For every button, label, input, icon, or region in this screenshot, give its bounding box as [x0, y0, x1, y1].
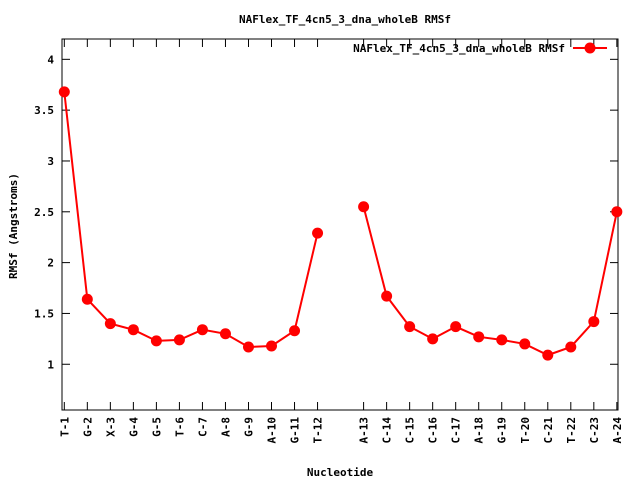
y-axis-label: RMSf (Angstroms): [7, 173, 20, 279]
y-tick-label: 3: [47, 155, 54, 168]
x-tick-label: T-12: [312, 417, 325, 444]
y-axis-ticks: 1 1.5 2 2.5 3 3.5 4: [34, 53, 618, 371]
data-point: [450, 321, 462, 333]
data-point: [81, 293, 93, 305]
data-point: [58, 86, 70, 98]
x-tick-label: C-21: [542, 417, 555, 444]
data-point: [542, 349, 554, 361]
x-tick-label: T-22: [565, 417, 578, 444]
data-point: [404, 321, 416, 333]
data-point: [196, 324, 208, 336]
x-axis-label: Nucleotide: [307, 466, 374, 479]
series-layer: [58, 86, 623, 361]
x-tick-label: T-6: [173, 417, 186, 437]
x-tick-label: T-20: [519, 417, 532, 444]
data-point: [127, 324, 139, 336]
data-point: [381, 290, 393, 302]
x-tick-label: G-19: [496, 417, 509, 444]
x-tick-label: G-11: [289, 417, 302, 444]
x-tick-label: C-15: [404, 417, 417, 444]
data-point: [473, 331, 485, 343]
data-point: [358, 201, 370, 213]
x-tick-label: G-2: [81, 417, 94, 437]
data-point: [496, 334, 508, 346]
data-point: [611, 206, 623, 218]
y-tick-label: 1: [47, 358, 54, 371]
data-point: [519, 338, 531, 350]
y-tick-label: 4: [47, 53, 54, 66]
x-tick-label: C-17: [450, 417, 463, 444]
chart-title: NAFlex_TF_4cn5_3_dna_wholeB RMSf: [239, 13, 451, 26]
series-line: [63, 91, 319, 348]
x-tick-label: C-23: [588, 417, 601, 444]
data-point: [173, 334, 185, 346]
data-point: [312, 227, 324, 239]
data-point: [266, 340, 278, 352]
data-point: [242, 341, 254, 353]
data-point: [289, 325, 301, 337]
x-tick-label: A-13: [358, 417, 371, 444]
x-tick-label: C-16: [427, 417, 440, 444]
data-point: [588, 316, 600, 328]
data-point: [219, 328, 231, 340]
x-tick-label: A-10: [266, 417, 279, 444]
legend: NAFlex_TF_4cn5_3_dna_wholeB RMSf: [353, 42, 607, 55]
x-tick-label: G-9: [242, 417, 255, 437]
data-point: [104, 318, 116, 330]
x-axis-ticks: T-1 G-2 X-3 G-4 G-5 T-6 C-7 A-8 G-9 A-10 G-11 T-12 A…: [58, 39, 624, 444]
y-tick-label: 3.5: [34, 104, 54, 117]
x-tick-label: G-5: [150, 417, 163, 437]
series-line: [362, 206, 618, 357]
x-tick-label: A-8: [219, 417, 232, 437]
x-tick-label: G-4: [127, 417, 140, 437]
data-point: [427, 333, 439, 345]
legend-entry-label: NAFlex_TF_4cn5_3_dna_wholeB RMSf: [353, 42, 565, 55]
y-tick-label: 2: [47, 257, 54, 270]
x-tick-label: C-14: [381, 417, 394, 444]
x-tick-label: X-3: [104, 417, 117, 437]
y-tick-label: 1.5: [34, 307, 54, 320]
x-tick-label: T-1: [58, 417, 71, 437]
plot-area-border: [61, 38, 619, 411]
legend-marker-sample: [584, 42, 596, 54]
y-tick-label: 2.5: [34, 206, 54, 219]
x-tick-label: A-18: [473, 417, 486, 444]
data-point: [565, 341, 577, 353]
x-tick-label: C-7: [196, 417, 209, 437]
data-point: [150, 335, 162, 347]
x-tick-label: A-24: [611, 417, 624, 444]
